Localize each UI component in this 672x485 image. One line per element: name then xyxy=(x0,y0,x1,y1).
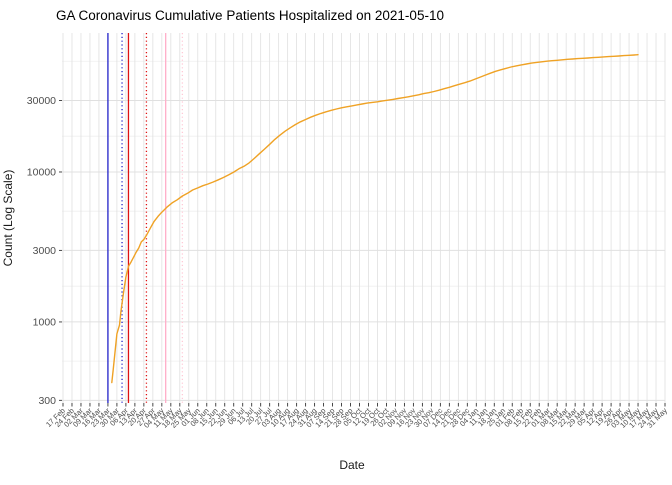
y-tick-label: 300 xyxy=(38,395,56,407)
y-tick-label: 1000 xyxy=(33,316,57,328)
y-axis-title: Count (Log Scale) xyxy=(1,170,15,267)
data-line xyxy=(111,54,639,384)
y-tick-label: 30000 xyxy=(27,95,56,107)
x-axis-title: Date xyxy=(339,458,365,472)
chart-title: GA Coronavirus Cumulative Patients Hospi… xyxy=(56,8,444,23)
y-tick-label: 10000 xyxy=(27,166,56,178)
y-tick-label: 3000 xyxy=(33,245,57,257)
